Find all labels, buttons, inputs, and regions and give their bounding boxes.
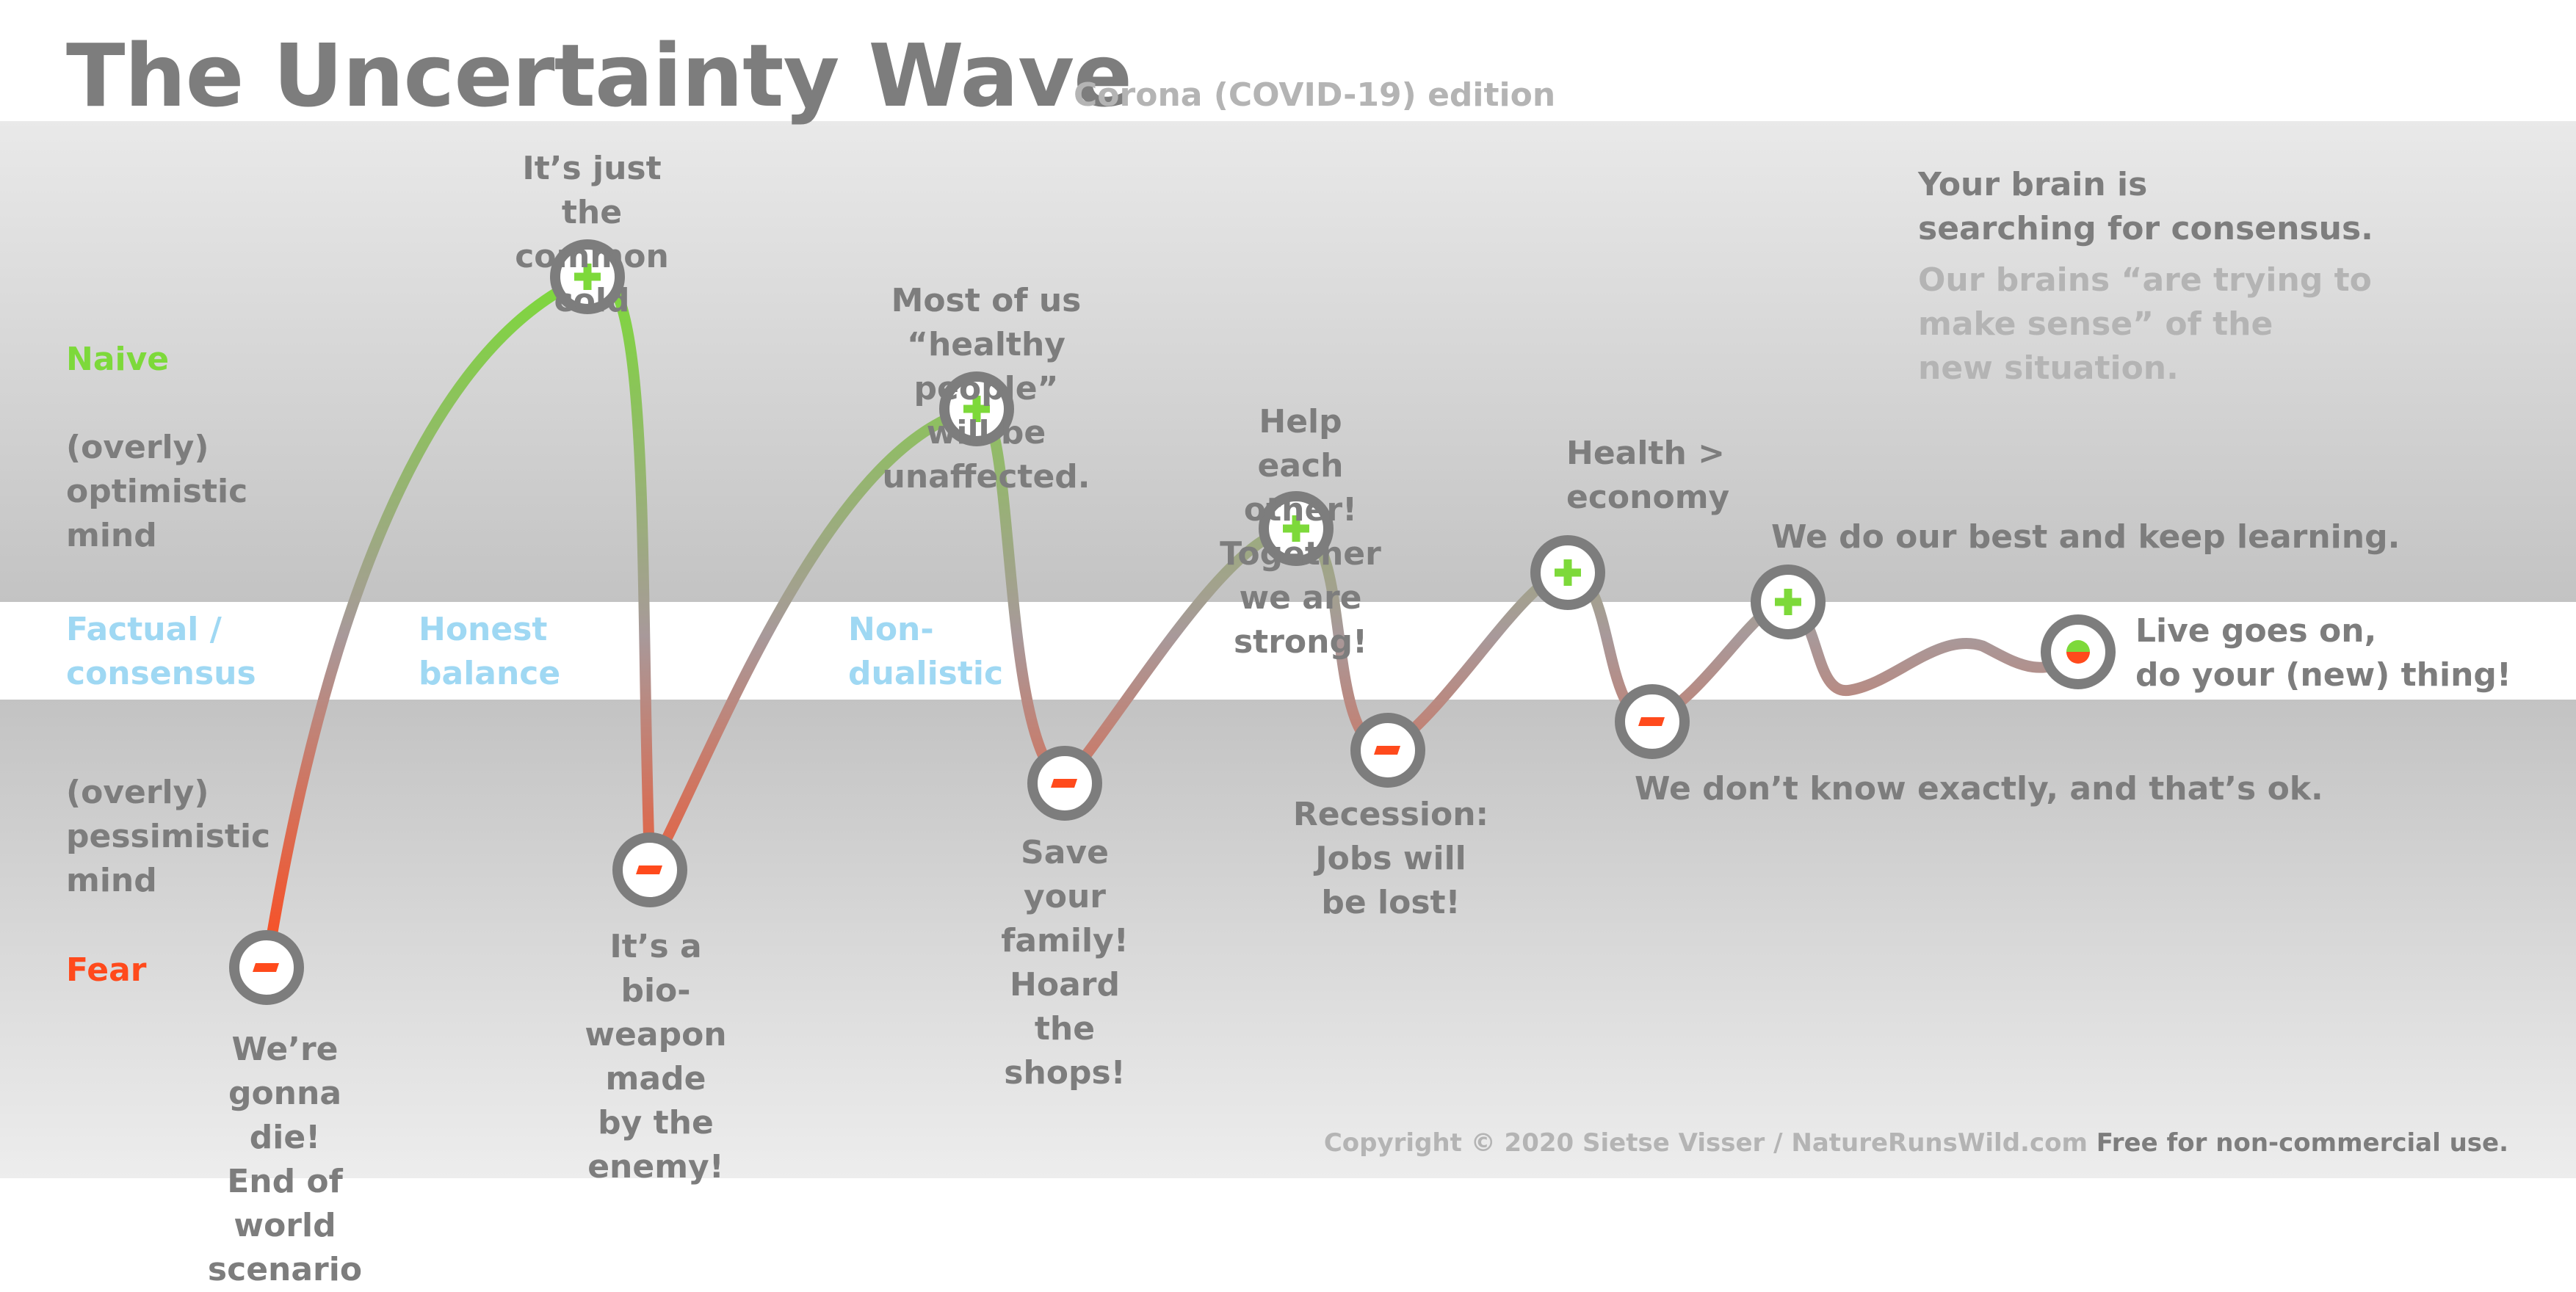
minus-icon: [1374, 746, 1400, 755]
minus-icon: [253, 963, 279, 972]
stage-label-2-text: It’s just the common cold: [515, 150, 669, 319]
level-pessimistic: (overly) pessimistic mind: [66, 774, 271, 899]
plus-icon: [1775, 589, 1801, 615]
brain-note-main: Your brain is searching for consensus.: [1918, 166, 2373, 247]
page-title: The Uncertainty Wave: [66, 25, 1132, 126]
uncertainty-wave: [229, 239, 2116, 1005]
stage-node-6-positive: [1259, 491, 1334, 566]
stage-label-8: Health > economy: [1566, 435, 1730, 516]
level-naive: Naive: [66, 341, 170, 378]
stage-node-7-negative: [1350, 713, 1425, 788]
stage-node-1-negative: [229, 930, 304, 1005]
plus-icon: [1555, 559, 1581, 586]
balance-dot-icon: [2066, 640, 2090, 664]
stage-label-4-text: Most of us “healthy people” will be unaf…: [882, 282, 1090, 496]
minus-icon: [636, 865, 662, 874]
level-optimistic: (overly) optimistic mind: [66, 429, 248, 554]
copyright: Copyright © 2020 Sietse Visser / NatureR…: [1324, 1125, 2508, 1161]
stage-label-6-text: Help each other! Together we are strong!: [1220, 403, 1381, 661]
stage-label-7-text: Recession: Jobs will be lost!: [1292, 796, 1489, 921]
stage-label-10: We do our best and keep learning.: [1771, 518, 2400, 556]
stage-node-5-negative: [1027, 746, 1102, 821]
stage-label-3-text: It’s a bio-weapon made by the enemy!: [585, 928, 727, 1186]
plus-icon: [1283, 515, 1309, 542]
stage-node-3-negative: [612, 832, 687, 907]
factual-band: [0, 602, 2576, 700]
copyright-credit: Copyright © 2020 Sietse Visser / NatureR…: [1323, 1128, 2088, 1158]
stage-node-2-positive: [550, 239, 625, 314]
stage-node-9-negative: [1615, 684, 1690, 759]
plus-icon: [963, 396, 990, 422]
pessimistic-band: [0, 700, 2576, 1178]
balance-label-nondualistic: Non- dualistic: [848, 611, 1004, 692]
stage-node-10-positive: [1751, 565, 1826, 639]
minus-icon: [1051, 779, 1077, 788]
background-bands: [0, 121, 2576, 1178]
stage-node-4-positive: [939, 371, 1014, 446]
level-factual: Factual / consensus: [66, 611, 256, 692]
page-subtitle: Corona (COVID-19) edition: [1074, 76, 1556, 114]
level-fear: Fear: [66, 951, 147, 989]
stage-node-11-balanced: [2041, 614, 2116, 689]
brain-note-sub: Our brains “are trying to make sense” of…: [1918, 261, 2372, 387]
stage-label-5-text: Save your family! Hoard the shops!: [1001, 834, 1129, 1092]
stage-label-11: Live goes on, do your (new) thing!: [2135, 612, 2511, 694]
minus-icon: [1638, 717, 1665, 726]
stage-label-9: We don’t know exactly, and that’s ok.: [1635, 770, 2323, 808]
stage-label-1-text: We’re gonna die! End of world scenario: [207, 1031, 363, 1288]
copyright-license: Free for non-commercial use.: [2096, 1128, 2508, 1158]
stage-node-8-positive: [1530, 535, 1605, 610]
balance-label-honest: Honest balance: [419, 611, 561, 692]
plus-icon: [574, 264, 601, 290]
